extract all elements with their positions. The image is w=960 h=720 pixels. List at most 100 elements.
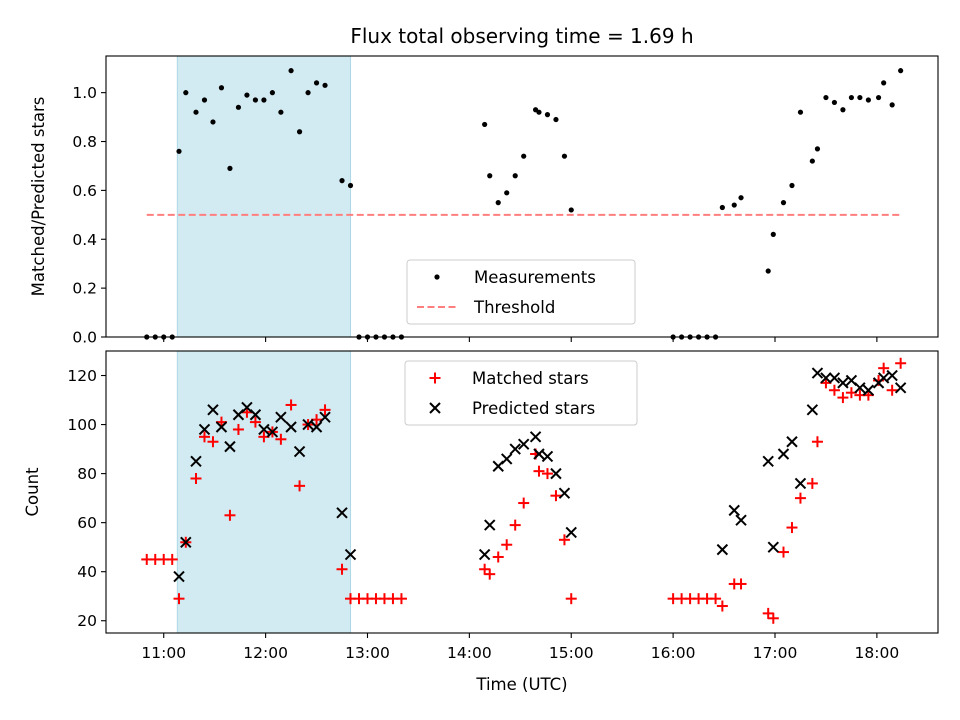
ratio-shaded-interval [176,55,352,338]
ratio-point-dot-23 [347,182,354,189]
count-point-x-5-stroke-b [215,421,228,433]
count-point-x-27-stroke-b [533,448,545,460]
count-point-plus-10 [224,509,236,521]
count-point-x-39-stroke-b [794,477,807,490]
legend-symbol-measurements [434,274,440,280]
count-point-x-35 [762,455,774,468]
count-point-x-10 [258,423,270,436]
count-legend: Matched stars Predicted stars [404,360,638,426]
count-point-x-9-stroke-b [249,409,262,421]
count-point-x-36 [767,541,780,553]
count-point-x-21 [484,519,496,531]
count-point-x-2 [190,455,202,468]
count-point-plus-66 [886,384,898,396]
ratio-point-dot-53 [780,200,787,206]
ratio-point-dot-35 [521,153,527,159]
count-point-plus-47 [710,593,722,605]
count-point-plus-57 [811,436,823,448]
count-point-plus-31 [484,568,496,580]
count-axes-frame [105,350,939,634]
count-point-x-25-stroke-b [517,438,530,450]
x-tick-label-6: 17:00 [753,644,798,662]
count-point-plus-18 [294,480,306,492]
ratio-point-dot-12 [244,92,250,98]
ratio-y-tick-label-3: 0.6 [72,182,97,200]
count-point-x-17 [319,411,331,423]
count-point-plus-59 [828,384,840,396]
count-point-plus-11 [232,423,244,435]
ratio-point-dot-57 [814,146,821,152]
count-point-x-47 [862,384,875,396]
legend-symbol-predicted [429,402,441,414]
count-point-x-23 [501,453,513,465]
count-point-plus-39 [550,490,562,502]
count-point-plus-21 [319,404,331,416]
count-point-x-44 [837,377,849,389]
count-point-x-50 [886,369,898,382]
ratio-legend-box [406,259,636,325]
ratio-y-tick-label-0: 0.0 [72,329,97,347]
ratio-point-dot-60 [840,107,846,113]
count-point-x-14-stroke-b [293,445,306,458]
ratio-point-dot-14 [261,97,267,103]
legend-symbol-matched [429,372,441,384]
count-point-x-20 [478,548,491,561]
count-point-plus-54 [786,522,798,534]
count-point-x-32 [716,543,729,556]
count-point-x-40-stroke-b [806,404,819,416]
x-tick-label-2: 13:00 [345,644,390,662]
count-point-x-9 [249,409,262,421]
count-point-plus-51 [762,607,774,619]
count-point-x-44-stroke-b [837,377,849,389]
count-point-x-37-stroke-b [777,448,790,460]
ratio-point-dot-51 [765,268,771,274]
count-point-x-23-stroke-b [501,453,513,465]
count-point-plus-16 [275,433,287,445]
count-point-x-16-stroke-b [310,421,323,433]
count-point-x-10-stroke-b [258,423,270,436]
x-tick-label-7: 18:00 [855,644,900,662]
count-legend-box [404,360,638,426]
count-point-x-49-stroke-b [877,372,890,384]
count-point-plus-52 [767,612,779,624]
ratio-point-dot-56 [809,158,815,164]
count-legend-label-0: Matched stars [472,369,589,388]
count-point-plus-60 [837,392,849,404]
count-point-plus-8 [207,436,219,448]
count-point-x-33 [728,504,740,517]
count-point-x-3 [198,423,211,436]
count-point-plus-53 [777,546,789,558]
count-point-x-34 [735,514,747,526]
ratio-point-dot-8 [210,119,216,125]
count-point-x-0 [173,570,185,583]
ratio-point-dot-52 [770,231,776,237]
count-point-x-38-stroke-b [786,436,798,448]
count-point-x-42-stroke-b [820,372,832,384]
ratio-point-dot-54 [789,182,795,189]
count-point-x-13 [285,421,297,433]
count-point-x-20-stroke-b [478,548,491,561]
ratio-point-dot-33 [504,190,510,196]
count-point-plus-35 [518,497,530,509]
count-point-x-11-stroke-b [266,426,279,438]
x-tick-label-3: 14:00 [447,644,492,662]
count-point-x-28 [541,450,554,463]
ratio-y-tick-label-2: 0.4 [72,231,97,249]
count-point-x-15 [302,418,314,431]
count-point-x-4 [207,404,219,416]
count-point-x-26 [529,431,542,443]
count-point-plus-37 [533,465,545,477]
count-point-plus-13 [249,416,261,428]
count-point-plus-29 [395,593,407,605]
count-shaded-interval [176,350,352,634]
ratio-point-dot-4 [176,148,182,154]
count-point-x-39 [794,477,807,490]
ratio-point-dot-61 [848,94,855,101]
count-point-x-15-stroke-b [302,418,314,431]
ratio-point-dot-5 [183,90,189,96]
count-point-plus-41 [565,593,577,605]
count-y-tick-label-3: 80 [77,465,97,483]
ratio-y-tick-label-1: 0.2 [72,280,97,298]
count-point-x-38 [786,436,798,448]
count-point-x-51-stroke-b [894,382,907,394]
